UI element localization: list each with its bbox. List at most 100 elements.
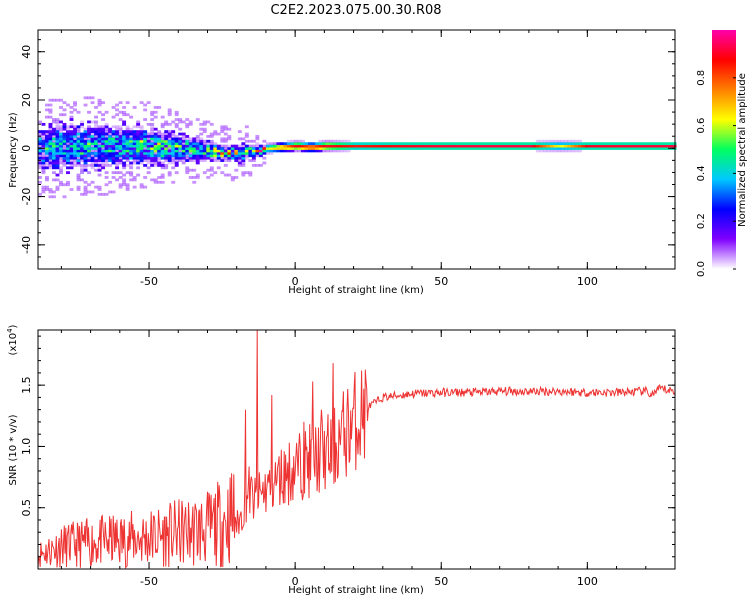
heatmap-cell	[69, 154, 74, 158]
heatmap-cell	[213, 149, 218, 153]
heatmap-cell	[641, 142, 646, 146]
heatmap-cell	[38, 154, 42, 158]
heatmap-cell	[41, 151, 46, 155]
heatmap-cell	[66, 135, 70, 138]
heatmap-cell	[160, 132, 165, 136]
heatmap-cell	[80, 163, 84, 167]
heatmap-cell	[627, 142, 631, 146]
heatmap-cell	[94, 185, 99, 189]
heatmap-cell	[188, 154, 193, 158]
heatmap-cell	[80, 139, 84, 143]
heatmap-cell	[413, 142, 418, 146]
heatmap-cell	[94, 120, 99, 124]
heatmap-cell	[122, 154, 127, 158]
heatmap-cell	[129, 151, 134, 155]
heatmap-cell	[332, 142, 337, 146]
heatmap-cell	[546, 139, 551, 143]
heatmap-cell	[73, 163, 77, 167]
heatmap-cell	[262, 149, 267, 153]
heatmap-cell	[181, 139, 186, 143]
heatmap-cell	[592, 147, 596, 150]
heatmap-cell	[262, 139, 267, 143]
heatmap-cell	[258, 149, 263, 153]
heatmap-cell	[157, 135, 162, 138]
heatmap-cell	[595, 147, 600, 150]
heatmap-cell	[41, 122, 46, 126]
heatmap-cell	[129, 127, 134, 131]
heatmap-cell	[69, 142, 74, 146]
heatmap-cell	[136, 156, 141, 160]
heatmap-cell	[202, 144, 207, 148]
heatmap-cell	[97, 147, 102, 150]
heatmap-cell	[90, 163, 95, 167]
heatmap-cell	[150, 156, 155, 160]
heatmap-cell	[104, 144, 109, 148]
heatmap-cell	[55, 159, 60, 162]
heatmap-cell	[66, 180, 70, 184]
heatmap-cell	[304, 147, 309, 150]
heatmap-cell	[97, 135, 102, 138]
heatmap-cell	[153, 142, 158, 146]
heatmap-cell	[90, 180, 95, 184]
heatmap-cell	[167, 149, 172, 153]
heatmap-cell	[174, 110, 179, 114]
heatmap-cell	[108, 130, 113, 134]
heatmap-cell	[346, 149, 351, 153]
heatmap-cell	[195, 149, 200, 153]
heatmap-cell	[139, 161, 144, 165]
heatmap-cell	[139, 139, 144, 143]
heatmap-cell	[486, 144, 491, 148]
heatmap-cell	[38, 163, 42, 167]
heatmap-cell	[613, 147, 617, 150]
heatmap-cell	[567, 139, 572, 143]
heatmap-cell	[132, 154, 137, 158]
heatmap-cell	[118, 142, 123, 146]
heatmap-cell	[101, 139, 106, 143]
heatmap-cell	[188, 139, 193, 143]
heatmap-cell	[272, 144, 277, 148]
heatmap-cell	[178, 159, 183, 162]
heatmap-cell	[125, 101, 130, 105]
heatmap-cell	[613, 144, 617, 148]
heatmap-cell	[357, 142, 361, 146]
heatmap-cell	[213, 147, 218, 150]
heatmap-cell	[220, 147, 225, 150]
heatmap-cell	[178, 132, 183, 136]
heatmap-cell	[115, 127, 120, 131]
heatmap-cell	[174, 125, 179, 129]
heatmap-cell	[73, 101, 77, 105]
heatmap-cell	[178, 156, 183, 160]
heatmap-cell	[553, 149, 558, 153]
heatmap-cell	[104, 110, 109, 114]
heatmap-cell	[150, 163, 155, 167]
heatmap-cell	[90, 154, 95, 158]
heatmap-cell	[346, 147, 351, 150]
heatmap-cell	[69, 132, 74, 136]
heatmap-cell	[651, 142, 656, 146]
heatmap-cell	[108, 142, 113, 146]
heatmap-cell	[539, 149, 544, 153]
heatmap-cell	[171, 151, 176, 155]
heatmap-cell	[80, 125, 84, 129]
snr-series-line	[37, 329, 676, 570]
heatmap-cell	[48, 195, 53, 199]
heatmap-cell	[80, 178, 84, 182]
heatmap-cell	[227, 147, 232, 150]
heatmap-cell	[371, 147, 376, 150]
heatmap-cell	[48, 147, 53, 150]
heatmap-cell	[59, 168, 63, 172]
heatmap-cell	[164, 120, 169, 124]
heatmap-cell	[104, 130, 109, 134]
heatmap-cell	[223, 137, 228, 141]
heatmap-cell	[364, 142, 369, 146]
heatmap-cell	[143, 163, 148, 167]
heatmap-cell	[76, 127, 81, 131]
heatmap-cell	[139, 147, 144, 150]
heatmap-cell	[620, 147, 624, 150]
heatmap-cell	[171, 156, 176, 160]
heatmap-cell	[171, 154, 176, 158]
heatmap-cell	[38, 144, 42, 148]
heatmap-cell	[444, 144, 449, 148]
heatmap-cell	[206, 156, 211, 160]
heatmap-cell	[223, 163, 228, 167]
